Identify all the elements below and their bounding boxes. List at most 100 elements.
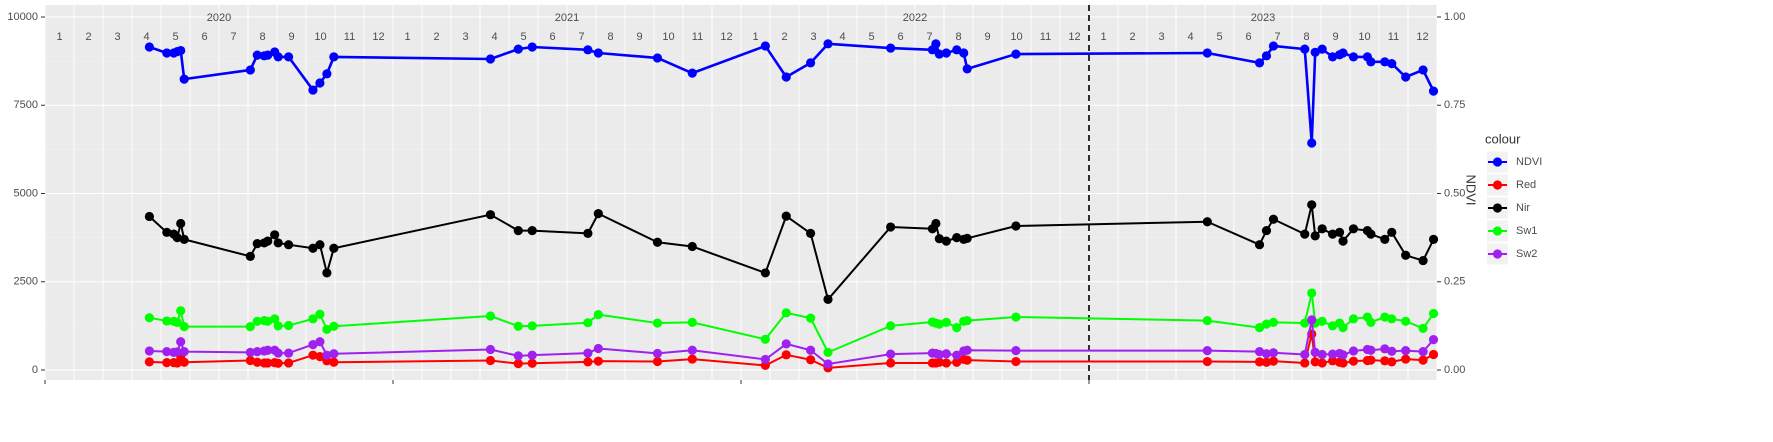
- point: [1380, 312, 1390, 322]
- point: [1366, 229, 1376, 239]
- point: [583, 357, 593, 367]
- point: [263, 345, 273, 355]
- month-label: 2: [1129, 31, 1135, 43]
- point: [1310, 47, 1320, 57]
- point: [1300, 229, 1310, 239]
- month-label: 2: [781, 31, 787, 43]
- point: [1254, 58, 1265, 68]
- month-label: 4: [839, 31, 845, 43]
- point: [513, 321, 523, 331]
- month-label: 7: [230, 31, 236, 43]
- legend-label: Red: [1516, 179, 1536, 191]
- point: [823, 39, 833, 49]
- point: [781, 339, 791, 349]
- point: [1418, 323, 1428, 333]
- point: [315, 240, 325, 250]
- point: [162, 227, 172, 237]
- point: [485, 355, 496, 366]
- point: [760, 41, 770, 51]
- point: [934, 234, 944, 244]
- point: [593, 48, 603, 58]
- point: [315, 351, 325, 362]
- point: [687, 241, 697, 252]
- point: [593, 209, 603, 219]
- point: [806, 355, 816, 365]
- point: [1307, 200, 1317, 210]
- point: [1011, 49, 1021, 59]
- point: [760, 334, 770, 344]
- point: [162, 347, 172, 357]
- point: [1428, 335, 1439, 345]
- point: [781, 72, 791, 82]
- point: [179, 234, 189, 244]
- month-label: 4: [143, 31, 149, 43]
- point: [273, 52, 283, 62]
- point: [806, 345, 816, 355]
- month-label: 8: [259, 31, 265, 43]
- month-label: 11: [344, 31, 355, 43]
- point: [245, 347, 255, 357]
- point: [172, 233, 182, 243]
- point: [485, 311, 496, 321]
- point: [781, 211, 791, 221]
- point: [1268, 214, 1279, 224]
- point: [1307, 138, 1317, 148]
- year-label: 2020: [207, 12, 231, 24]
- point: [263, 236, 273, 246]
- y2-tick-label: 0.00: [1444, 364, 1465, 376]
- point: [245, 355, 255, 366]
- legend-title: colour: [1485, 131, 1521, 146]
- month-label: 6: [549, 31, 555, 43]
- point: [1401, 354, 1411, 364]
- point: [1428, 86, 1439, 96]
- point: [931, 39, 941, 49]
- point: [144, 42, 154, 52]
- point: [1334, 227, 1345, 237]
- point: [1300, 44, 1310, 54]
- point: [1310, 357, 1320, 367]
- point: [1011, 356, 1021, 367]
- month-label: 6: [897, 31, 903, 43]
- point: [687, 317, 697, 327]
- y-tick-label: 0: [32, 364, 38, 376]
- month-label: 3: [114, 31, 120, 43]
- month-label: 2: [85, 31, 91, 43]
- point: [284, 320, 294, 331]
- point: [934, 357, 944, 367]
- month-label: 8: [607, 31, 613, 43]
- point: [962, 315, 972, 326]
- legend-point: [1492, 157, 1503, 167]
- point: [1268, 348, 1279, 358]
- month-label: 7: [1274, 31, 1280, 43]
- month-label: 10: [1358, 31, 1370, 43]
- point: [513, 351, 523, 361]
- point: [322, 350, 332, 360]
- point: [1310, 231, 1320, 241]
- point: [652, 318, 663, 328]
- year-label: 2022: [903, 12, 927, 24]
- point: [144, 211, 154, 222]
- point: [1328, 52, 1338, 62]
- point: [1317, 44, 1327, 54]
- point: [179, 74, 189, 84]
- point: [527, 225, 537, 236]
- point: [1307, 288, 1317, 298]
- point: [1401, 250, 1411, 260]
- point: [1338, 350, 1348, 360]
- point: [652, 237, 663, 247]
- point: [806, 313, 816, 323]
- point: [1348, 346, 1359, 356]
- month-label: 6: [1245, 31, 1251, 43]
- point: [781, 350, 791, 360]
- y2-tick-label: 0.75: [1444, 99, 1465, 111]
- point: [941, 236, 951, 246]
- month-label: 6: [201, 31, 207, 43]
- point: [263, 316, 273, 326]
- point: [934, 319, 944, 329]
- month-label: 11: [1040, 31, 1051, 43]
- month-label: 7: [926, 31, 932, 43]
- point: [823, 294, 833, 305]
- month-label: 11: [1388, 31, 1399, 43]
- point: [652, 356, 663, 367]
- point: [162, 357, 172, 368]
